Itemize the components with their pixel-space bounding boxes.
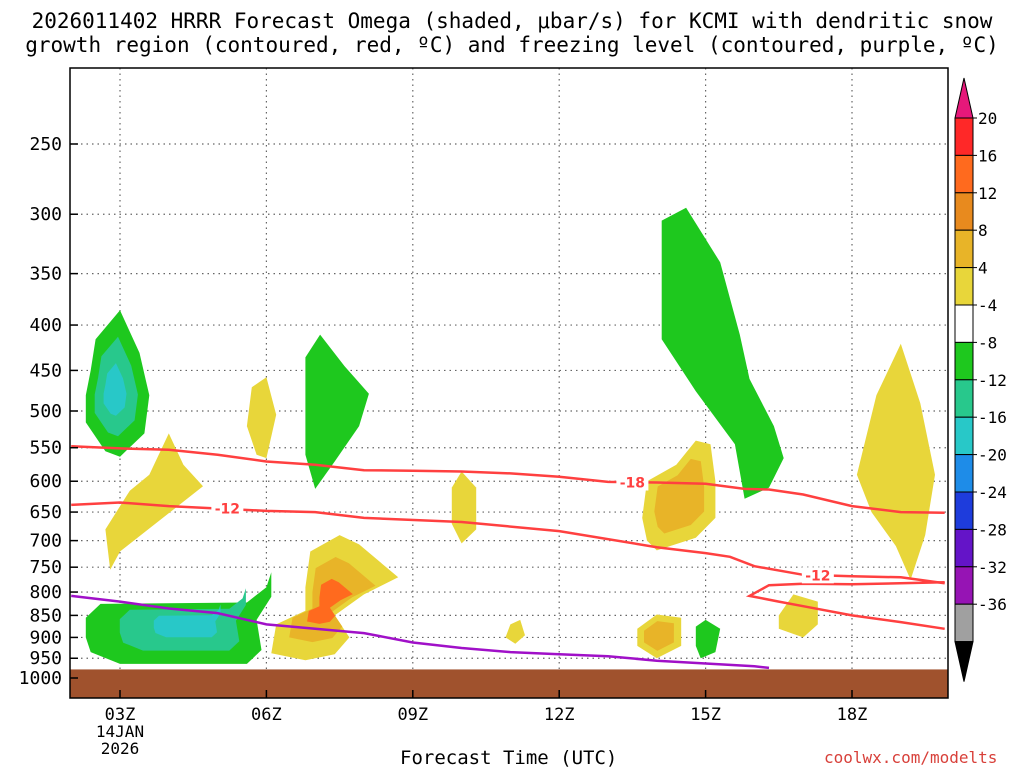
contour-label-bg-0 <box>616 474 649 491</box>
ground-layer <box>70 669 948 698</box>
y-tick-label-450: 450 <box>29 360 62 381</box>
y-tick-label-550: 550 <box>29 438 62 459</box>
colorbar-segment-6 <box>954 341 974 381</box>
omega-region-4-level--4 <box>695 619 721 659</box>
colorbar-label-6: -8 <box>978 333 997 352</box>
source-credit[interactable]: coolwx.com/modelts <box>824 748 998 767</box>
colorbar-label-8: -16 <box>978 408 1007 427</box>
colorbar-label-2: 12 <box>978 184 997 203</box>
contour-label-bg-2 <box>801 567 834 584</box>
colorbar-segment-7 <box>954 379 974 418</box>
colorbar-segment-11 <box>954 528 974 568</box>
colorbar-label-1: 16 <box>978 146 997 165</box>
colorbar-segment-1 <box>954 154 974 194</box>
colorbar-label-10: -24 <box>978 483 1007 502</box>
y-tick-label-1000: 1000 <box>19 668 62 689</box>
y-tick-label-850: 850 <box>29 605 62 626</box>
x-tick-label-12Z: 12Z <box>544 705 575 725</box>
omega-region-1-level--12 <box>153 604 221 638</box>
y-tick-label-300: 300 <box>29 204 62 225</box>
omega-region-10-level-8 <box>654 458 705 534</box>
colorbar-label-5: -4 <box>978 296 997 315</box>
colorbar-bottom-arrow <box>954 641 974 682</box>
omega-region-8-level-4 <box>451 471 477 544</box>
chart-title-line-2: growth region (contoured, red, ºC) and f… <box>25 33 999 57</box>
contour-lines: -18 -12 -12 <box>71 445 945 670</box>
contour-label-bg-1 <box>211 500 244 517</box>
colorbar-segment-4 <box>954 267 974 306</box>
colorbar-segment-2 <box>954 192 974 231</box>
x-tick-label-18Z: 18Z <box>837 705 868 725</box>
omega-region-12-level-4 <box>778 594 818 638</box>
omega-region-2-level--4 <box>305 334 369 489</box>
chart-title-line-1: 2026011402 HRRR Forecast Omega (shaded, … <box>31 9 993 33</box>
colorbar-segment-3 <box>954 229 974 269</box>
y-tick-label-950: 950 <box>29 648 62 669</box>
y-tick-label-350: 350 <box>29 264 62 285</box>
colorbar-label-4: 4 <box>978 259 988 278</box>
colorbar-segment-8 <box>954 416 974 456</box>
omega-region-3-level--4 <box>661 207 784 499</box>
omega-region-11-level-8 <box>644 621 674 651</box>
colorbar-segment-10 <box>954 491 974 530</box>
colorbar-label-0: 20 <box>978 109 997 128</box>
colorbar-label-3: 8 <box>978 221 988 240</box>
x-date-label-1: 2026 <box>101 739 140 758</box>
y-tick-label-750: 750 <box>29 557 62 578</box>
contour-label-2: -12 <box>805 568 830 584</box>
colorbar-segment-13 <box>954 603 974 643</box>
ground-fill <box>70 669 948 698</box>
colorbar-label-9: -20 <box>978 446 1007 465</box>
omega-region-7-level-12 <box>307 578 353 624</box>
plot-frame <box>69 67 949 699</box>
colorbar-label-11: -28 <box>978 520 1007 539</box>
colorbar-segment-5 <box>954 304 974 343</box>
omega-region-0-level--12 <box>103 363 127 416</box>
x-axis-title: Forecast Time (UTC) <box>400 747 618 769</box>
omega-region-9-level-4 <box>505 619 525 644</box>
contour-label-0: -18 <box>620 476 645 492</box>
y-tick-label-800: 800 <box>29 582 62 603</box>
contour-label-1: -12 <box>215 501 240 517</box>
omega-region-5-level-4 <box>105 433 203 570</box>
y-tick-label-900: 900 <box>29 627 62 648</box>
x-tick-label-15Z: 15Z <box>690 705 721 725</box>
omega-shading <box>85 207 935 664</box>
x-tick-label-09Z: 09Z <box>397 705 428 725</box>
x-date-label-0: 14JAN <box>96 722 144 741</box>
x-tick-label-06Z: 06Z <box>251 705 282 725</box>
contour-line-2 <box>745 581 945 631</box>
y-tick-label-700: 700 <box>29 531 62 552</box>
y-tick-label-650: 650 <box>29 502 62 523</box>
colorbar-label-12: -32 <box>978 558 1007 577</box>
colorbar-top-arrow <box>954 77 974 119</box>
y-tick-label-500: 500 <box>29 401 62 422</box>
omega-region-6-level-4 <box>246 377 277 459</box>
colorbar-segment-12 <box>954 566 974 605</box>
colorbar-segment-0 <box>954 117 974 156</box>
y-tick-label-600: 600 <box>29 471 62 492</box>
contour-line-3 <box>71 594 770 670</box>
y-tick-label-250: 250 <box>29 134 62 155</box>
contour-line-0 <box>71 445 945 514</box>
colorbar-segment-9 <box>954 454 974 493</box>
y-axis: 2503003504004505005506006507007508008509… <box>19 134 78 689</box>
y-tick-label-400: 400 <box>29 315 62 336</box>
x-tick-label-03Z: 03Z <box>105 705 136 725</box>
colorbar-label-13: -36 <box>978 595 1007 614</box>
colorbar-label-7: -12 <box>978 371 1007 390</box>
omega-region-13-level-4 <box>856 343 935 580</box>
colorbar: 20 16 12 8 4 -4 -8 -12 -16 -20 -24 -28 -32 -36 <box>954 77 1007 682</box>
